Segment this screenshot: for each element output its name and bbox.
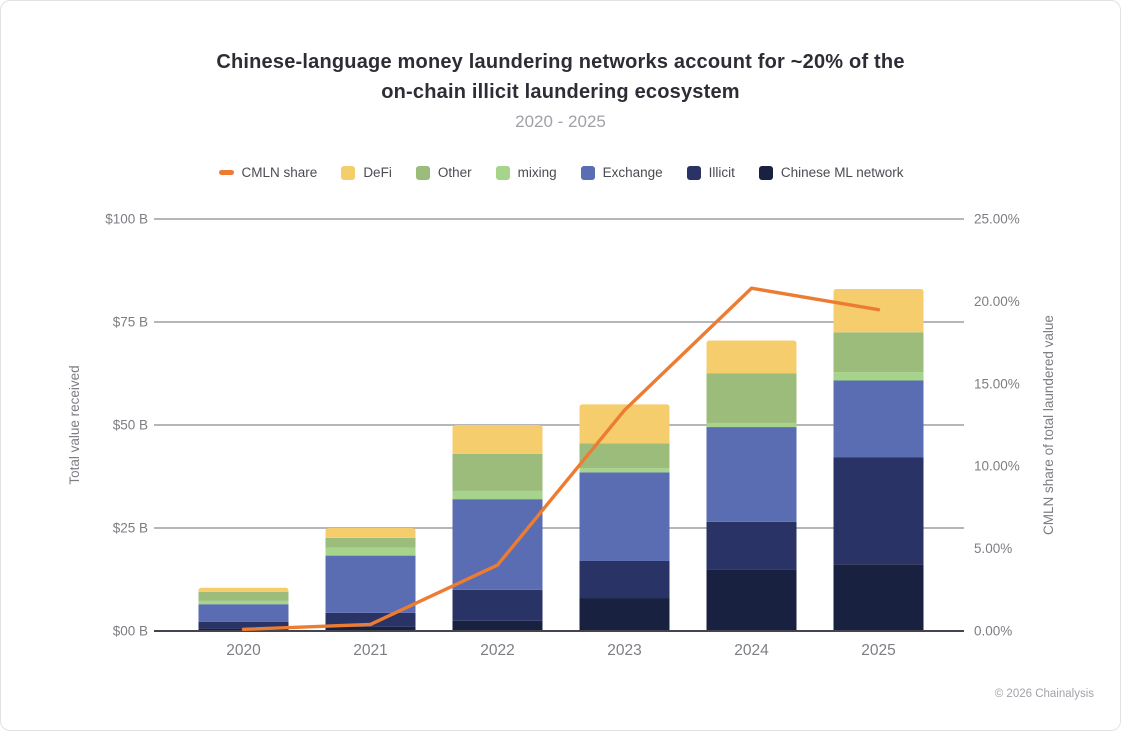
bar-segment-mixing-2023 <box>579 468 670 473</box>
bar-segment-other-2024 <box>706 373 797 423</box>
legend-label-mixing: mixing <box>517 165 557 180</box>
bar-segment-other-2025 <box>833 332 924 373</box>
bar-segment-illicit-2021 <box>325 612 416 627</box>
bar-segment-mixing-2024 <box>706 422 797 428</box>
y-right-tick-label-1: 5.00% <box>974 541 1012 556</box>
bar-segment-illicit-2025 <box>833 457 924 565</box>
y-right-tick-label-4: 20.00% <box>974 294 1020 309</box>
bar-segment-defi-2022 <box>452 425 543 454</box>
y-left-tick-label-0: $00 B <box>113 624 148 639</box>
x-tick-label-2023: 2023 <box>607 642 641 659</box>
bar-segment-exchange-2021 <box>325 555 416 613</box>
bar-segment-cmln-2023 <box>579 598 670 631</box>
bar-segment-other-2022 <box>452 453 543 491</box>
bar-segment-cmln-2024 <box>706 569 797 631</box>
legend-item-mixing: mixing <box>495 165 557 180</box>
x-tick-label-2022: 2022 <box>480 642 514 659</box>
legend-item-cmln-share: CMLN share <box>218 165 318 180</box>
bar-segment-defi-2023 <box>579 404 670 444</box>
y-left-tick-label-2: $50 B <box>113 418 148 433</box>
bar-segment-defi-2024 <box>706 340 797 374</box>
y-right-axis-title: CMLN share of total laundered value <box>1041 315 1056 535</box>
y-right-tick-label-0: 0.00% <box>974 624 1012 639</box>
copyright-credit: © 2026 Chainalysis <box>994 688 1094 700</box>
y-right-tick-label-3: 15.00% <box>974 376 1020 391</box>
bar-segment-illicit-2022 <box>452 589 543 621</box>
y-left-tick-label-4: $100 B <box>105 212 148 227</box>
bar-segment-illicit-2020 <box>198 621 289 629</box>
mixing-swatch-icon <box>495 165 510 180</box>
bar-segment-exchange-2024 <box>706 427 797 522</box>
chart-legend: CMLN share DeFi Other mixing Exchange Illicit… <box>161 165 961 180</box>
legend-label-defi: DeFi <box>363 165 392 180</box>
bar-segment-exchange-2022 <box>452 499 543 590</box>
bar-segment-exchange-2025 <box>833 380 924 458</box>
other-swatch-icon <box>415 165 430 180</box>
legend-label-exchange: Exchange <box>602 165 663 180</box>
defi-swatch-icon <box>341 165 356 180</box>
legend-item-illicit: Illicit <box>686 165 735 180</box>
y-right-tick-label-2: 10.00% <box>974 459 1020 474</box>
bar-segment-mixing-2020 <box>198 600 289 605</box>
chinese-ml-network-swatch-icon <box>758 165 773 180</box>
y-left-axis-title: Total value received <box>67 365 82 484</box>
bar-segment-other-2021 <box>325 537 416 548</box>
exchange-swatch-icon <box>580 165 595 180</box>
y-left-tick-label-1: $25 B <box>113 521 148 536</box>
chart-subtitle: 2020 - 2025 <box>515 112 606 131</box>
bar-segment-exchange-2023 <box>579 472 670 561</box>
cmln-share-line <box>241 286 881 632</box>
chart-header: Chinese-language money laundering networ… <box>1 47 1120 135</box>
legend-label-chinese-ml-network: Chinese ML network <box>780 165 904 180</box>
x-tick-label-2025: 2025 <box>861 642 895 659</box>
bar-segment-defi-2020 <box>198 587 289 592</box>
bar-segment-exchange-2020 <box>198 604 289 622</box>
x-tick-label-2024: 2024 <box>734 642 769 659</box>
bar-segment-cmln-2025 <box>833 564 924 631</box>
x-tick-label-2020: 2020 <box>226 642 261 659</box>
legend-label-other: Other <box>437 165 472 180</box>
bar-segment-mixing-2021 <box>325 547 416 556</box>
legend-item-exchange: Exchange <box>580 165 663 180</box>
legend-item-other: Other <box>415 165 472 180</box>
x-tick-label-2021: 2021 <box>353 642 387 659</box>
y-left-tick-label-3: $75 B <box>113 315 148 330</box>
chart-title-line-1: Chinese-language money laundering networ… <box>216 51 905 73</box>
illicit-swatch-icon <box>686 165 701 180</box>
legend-label-cmln-share: CMLN share <box>241 165 318 180</box>
legend-item-defi: DeFi <box>341 165 392 180</box>
bar-segment-defi-2021 <box>325 528 416 538</box>
bar-segment-illicit-2023 <box>579 560 670 599</box>
bar-segment-mixing-2025 <box>833 372 924 381</box>
y-right-tick-label-5: 25.00% <box>974 212 1020 227</box>
cmln-share-swatch-icon <box>218 170 234 175</box>
legend-item-chinese-ml-network: Chinese ML network <box>758 165 904 180</box>
legend-label-illicit: Illicit <box>708 165 735 180</box>
bar-segment-cmln-2021 <box>325 626 416 631</box>
bar-segment-other-2020 <box>198 591 289 601</box>
bar-segment-illicit-2024 <box>706 521 797 570</box>
chart-title-line-2: on-chain illicit laundering ecosystem <box>381 81 740 103</box>
bar-segment-mixing-2022 <box>452 490 543 500</box>
bar-segment-cmln-2022 <box>452 620 543 631</box>
